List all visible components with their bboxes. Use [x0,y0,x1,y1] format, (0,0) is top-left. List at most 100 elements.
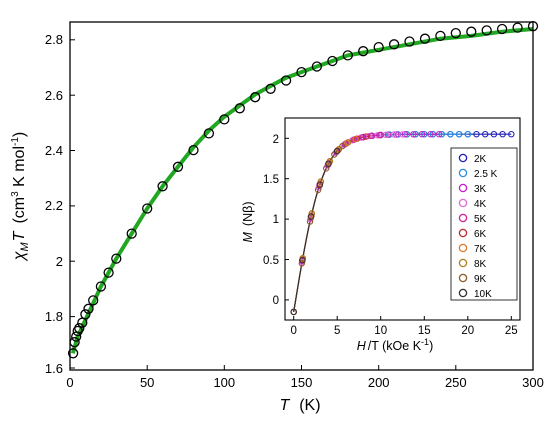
inset-data-point [438,131,445,138]
inset-points-layer [290,131,515,316]
main-data-point [358,46,369,57]
inset-data-point [490,131,498,138]
inset-data-point [352,135,359,143]
main-data-point [327,55,338,67]
legend-label-4k: 4K [474,199,487,210]
main-data-point [419,33,431,44]
inset-y-label-unit: (Nβ) [241,202,255,227]
inset-data-point [316,181,323,188]
legend-label-7k: 7K [474,244,487,255]
inset-y-tick-label: 0 [273,295,279,307]
inset-data-point [390,131,398,138]
legend-label-8k: 8K [474,259,487,270]
inset-y-tick-label: 1.5 [263,174,279,186]
inset-y-tick-label: 1 [273,214,279,226]
legend-marker [458,258,468,268]
main-x-axis [69,365,534,370]
main-data-point [496,23,508,35]
main-data-point [126,228,137,239]
main-y-label-sup2: -1 [10,137,21,146]
main-y-axis-label: χMT (cm3 K mol-1) [10,132,31,262]
main-data-point [83,303,94,314]
inset-data-point [473,131,480,138]
inset-data-point [360,133,367,141]
main-data-point [450,27,461,39]
main-data-point [157,181,168,192]
inset-x-tick-label: 10 [374,325,387,337]
legend-label-2k: 2K [474,154,487,165]
inset-x-tick-label: 0 [290,325,296,337]
inset-x-tick-label: 5 [334,325,340,337]
inset-data-point [368,132,376,140]
legend-marker [458,213,468,223]
main-y-label-unit-a: (cm [11,197,28,224]
legend-marker [458,183,468,193]
inset-data-point [393,131,400,138]
main-chart: 0 50 100 150 200 250 300 1.6 1.8 2 2.2 2… [10,21,544,414]
main-data-point [234,103,245,114]
inset-data-point [307,213,315,220]
main-data-point [250,92,261,103]
main-y-tick-label: 1.6 [45,361,63,376]
inset-data-point [418,131,426,138]
main-data-point [466,26,477,37]
main-y-tick-label: 2.6 [45,88,63,103]
inset-data-point [384,131,391,138]
inset-data-point [410,131,417,138]
inset-x-axis-label: H/T (kOe K-1) [357,337,433,353]
main-y-tick-label: 2.4 [45,143,63,158]
inset-data-point [290,308,297,316]
inset-legend: 2K 2.5 K 3K 4K 5K 6K 7K 8K 9K 10K [450,147,518,301]
main-data-point [435,30,446,42]
inset-y-axis [285,137,289,301]
main-data-point [404,36,415,47]
inset-data-point [362,133,370,140]
main-y-label-unit-b: K mol [11,146,28,191]
inset-x-axis [293,316,512,320]
main-y-label-chi: χ [11,251,28,262]
main-x-axis-label: T (K) [279,397,320,414]
inset-data-point [377,131,384,139]
inset-x-tick-label: 15 [418,325,431,337]
inset-y-label-symbol: M [241,231,255,242]
main-y-label-unit-c: ) [11,132,28,137]
main-y-label-sup1: 3 [10,191,21,197]
inset-data-point [298,260,305,267]
inset-data-point [334,147,341,154]
main-points-layer [67,21,539,359]
inset-data-point [427,131,434,138]
main-data-point [481,25,492,36]
main-x-tick-label: 200 [368,375,390,390]
main-data-point [311,61,323,72]
main-fit-layer [70,27,534,354]
inset-data-point [455,131,463,138]
inset-data-point [482,131,489,138]
main-data-point [88,295,99,306]
main-y-axis [70,39,75,369]
legend-marker [458,198,468,208]
legend-label-6k: 6K [474,229,487,240]
inset-y-tick-label: 0.5 [263,255,279,267]
inset-chart: 0 5 10 15 20 25 0 0.5 1 1.5 2 H/T (kOe K… [241,117,521,353]
main-data-point [111,253,122,264]
main-x-label-symbol: T [279,397,290,414]
inset-x-label-sup: -1 [421,337,429,347]
inset-data-point [325,160,332,167]
main-data-point [95,281,107,292]
main-x-tick-label: 0 [66,375,73,390]
main-data-point [373,41,384,53]
inset-y-axis-label: M (Nβ) [241,202,255,243]
main-x-tick-label: 150 [291,375,313,390]
main-data-point [203,128,215,139]
inset-data-point [343,140,350,147]
main-y-tick-label: 2 [56,254,63,269]
main-y-label-sub: M [19,242,31,252]
main-data-point [67,348,79,359]
legend-label-3k: 3K [474,184,487,195]
main-fit-line [70,27,534,354]
legend-label-5k: 5K [474,214,487,225]
inset-data-point [399,131,406,138]
main-data-point [219,114,230,125]
main-data-point [280,75,292,86]
